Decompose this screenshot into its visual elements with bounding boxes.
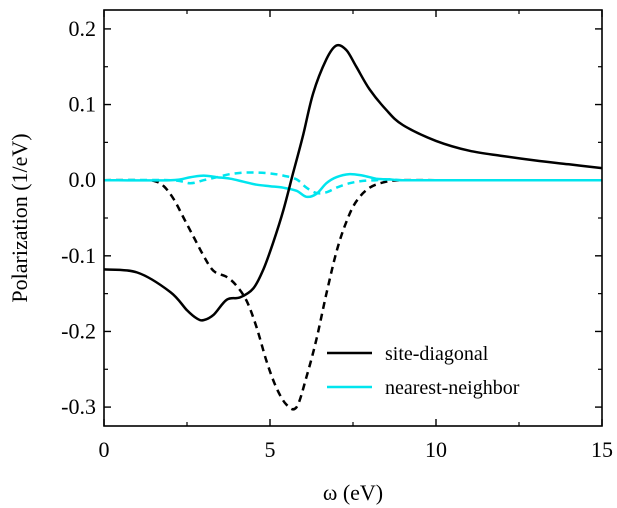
- series-line-black-dashed: [103, 178, 602, 411]
- y-axis-title: Polarization (1/eV): [7, 133, 32, 302]
- series-line-cyan-solid: [103, 172, 602, 199]
- y-tick-label: -0.1: [61, 243, 96, 268]
- x-tick-label: 10: [425, 437, 447, 462]
- x-tick-label: 15: [591, 437, 613, 462]
- x-tick-label: 5: [265, 437, 276, 462]
- y-tick-label: 0.2: [69, 16, 97, 41]
- series-layer: [103, 43, 603, 411]
- y-tick-label: 0.0: [69, 167, 97, 192]
- x-tick-label: 0: [99, 437, 110, 462]
- y-tick-labels: 0.2 0.1 0.0 -0.1 -0.2 -0.3: [61, 16, 96, 419]
- legend-label-site-diagonal: site-diagonal: [385, 343, 489, 365]
- series-line-cyan-dashed: [103, 171, 602, 195]
- y-tick-label: -0.2: [61, 318, 96, 343]
- series-line-black-solid: [103, 43, 603, 322]
- y-tick-label: -0.3: [61, 394, 96, 419]
- plot-frame: [103, 9, 603, 427]
- axis-ticks: [103, 10, 603, 426]
- legend: site-diagonal nearest-neighbor: [327, 343, 520, 399]
- x-tick-labels: 0 5 10 15: [99, 437, 614, 462]
- legend-label-nearest-neighbor: nearest-neighbor: [385, 377, 520, 399]
- x-axis-title: ω (eV): [323, 480, 383, 505]
- y-tick-label: 0.1: [69, 92, 97, 117]
